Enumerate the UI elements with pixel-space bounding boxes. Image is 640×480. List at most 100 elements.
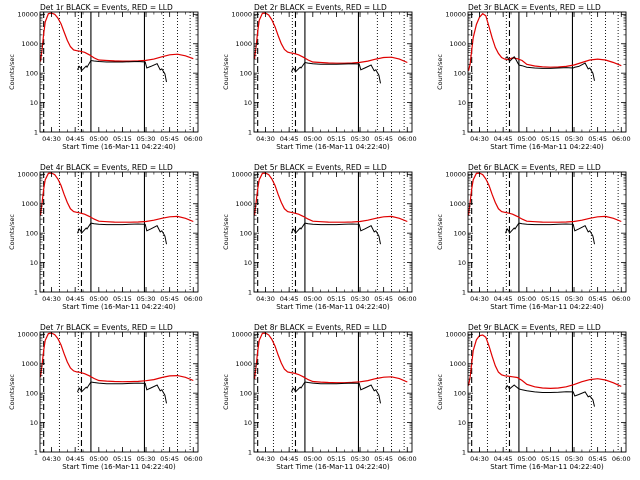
x-tick-label: 06:00 bbox=[184, 295, 203, 303]
x-tick-label: 05:30 bbox=[351, 455, 370, 463]
y-tick-label: 1 bbox=[34, 448, 38, 456]
events-series-line bbox=[77, 381, 167, 404]
x-tick-label: 05:30 bbox=[137, 295, 156, 303]
events-series-line bbox=[505, 222, 595, 245]
events-series-line bbox=[77, 222, 167, 245]
events-series-line bbox=[505, 56, 595, 81]
y-tick-label: 10 bbox=[244, 419, 252, 427]
x-tick-label: 05:00 bbox=[89, 295, 108, 303]
panel-title: Det 2r BLACK = Events, RED = LLD bbox=[254, 3, 387, 12]
y-tick-label: 1 bbox=[248, 288, 252, 296]
y-tick-label: 10000 bbox=[231, 171, 252, 179]
panel-title: Det 6r BLACK = Events, RED = LLD bbox=[468, 163, 601, 172]
x-tick-label: 04:45 bbox=[66, 135, 85, 143]
x-axis-label: Start Time (16-Mar-11 04:22:40) bbox=[62, 303, 176, 311]
y-tick-label: 1000 bbox=[21, 200, 38, 208]
x-tick-label: 05:45 bbox=[588, 455, 607, 463]
x-tick-label: 04:30 bbox=[42, 295, 61, 303]
x-tick-label: 06:00 bbox=[612, 135, 631, 143]
x-axis-label: Start Time (16-Mar-11 04:22:40) bbox=[62, 143, 176, 151]
y-axis-label: Counts/sec bbox=[8, 214, 16, 250]
x-axis-label: Start Time (16-Mar-11 04:22:40) bbox=[62, 463, 176, 471]
x-tick-label: 05:15 bbox=[541, 135, 560, 143]
x-axis-label: Start Time (16-Mar-11 04:22:40) bbox=[276, 303, 390, 311]
panel-7: Det 7r BLACK = Events, RED = LLD 1 10 100 10… bbox=[8, 323, 203, 471]
y-axis-label: Counts/sec bbox=[222, 374, 230, 410]
lld-series-line bbox=[467, 172, 622, 223]
panel-title: Det 7r BLACK = Events, RED = LLD bbox=[40, 323, 173, 332]
x-tick-label: 05:00 bbox=[517, 135, 536, 143]
y-tick-label: 1000 bbox=[21, 40, 38, 48]
x-axis-label: Start Time (16-Mar-11 04:22:40) bbox=[490, 463, 604, 471]
y-tick-label: 10000 bbox=[445, 171, 466, 179]
panel-8: Det 8r BLACK = Events, RED = LLD 1 10 100 10… bbox=[222, 323, 417, 471]
events-series-line bbox=[505, 384, 595, 407]
panel-9: Det 9r BLACK = Events, RED = LLD 1 10 100 10… bbox=[436, 323, 631, 471]
y-tick-label: 100 bbox=[454, 229, 466, 237]
y-tick-label: 10 bbox=[30, 419, 38, 427]
x-tick-label: 05:30 bbox=[137, 455, 156, 463]
panel-3: Det 3r BLACK = Events, RED = LLD 1 10 100 10… bbox=[436, 3, 631, 151]
x-tick-label: 04:45 bbox=[494, 135, 513, 143]
x-tick-label: 05:15 bbox=[113, 455, 132, 463]
x-tick-label: 05:30 bbox=[351, 295, 370, 303]
lld-series-line bbox=[467, 12, 622, 71]
y-tick-label: 1000 bbox=[235, 200, 252, 208]
x-tick-label: 04:45 bbox=[280, 455, 299, 463]
x-tick-label: 04:45 bbox=[66, 455, 85, 463]
y-tick-label: 10000 bbox=[17, 11, 38, 19]
x-tick-label: 05:45 bbox=[160, 455, 179, 463]
lld-series-line bbox=[253, 172, 408, 223]
x-axis-label: Start Time (16-Mar-11 04:22:40) bbox=[490, 143, 604, 151]
x-tick-label: 05:45 bbox=[374, 455, 393, 463]
panel-title: Det 5r BLACK = Events, RED = LLD bbox=[254, 163, 387, 172]
y-tick-label: 100 bbox=[26, 389, 38, 397]
y-tick-label: 10000 bbox=[231, 331, 252, 339]
y-tick-label: 1 bbox=[34, 128, 38, 136]
x-tick-label: 06:00 bbox=[612, 295, 631, 303]
x-tick-label: 05:15 bbox=[541, 455, 560, 463]
y-tick-label: 10 bbox=[458, 259, 466, 267]
events-series-line bbox=[291, 222, 381, 245]
x-tick-label: 05:45 bbox=[374, 135, 393, 143]
panel-title: Det 3r BLACK = Events, RED = LLD bbox=[468, 3, 601, 12]
y-tick-label: 1 bbox=[248, 128, 252, 136]
lld-series-line bbox=[467, 334, 622, 390]
x-tick-label: 04:45 bbox=[280, 135, 299, 143]
y-tick-label: 1 bbox=[248, 448, 252, 456]
plot-frame bbox=[467, 331, 627, 453]
y-tick-label: 10000 bbox=[445, 331, 466, 339]
panel-5: Det 5r BLACK = Events, RED = LLD 1 10 100 10… bbox=[222, 163, 417, 311]
y-tick-label: 1000 bbox=[449, 200, 466, 208]
x-tick-label: 06:00 bbox=[398, 455, 417, 463]
y-tick-label: 100 bbox=[26, 69, 38, 77]
x-tick-label: 04:30 bbox=[42, 135, 61, 143]
lld-series-line bbox=[39, 172, 194, 223]
y-tick-label: 10000 bbox=[17, 331, 38, 339]
panel-4: Det 4r BLACK = Events, RED = LLD 1 10 100 10… bbox=[8, 163, 203, 311]
y-tick-label: 1000 bbox=[21, 360, 38, 368]
y-tick-label: 100 bbox=[240, 229, 252, 237]
x-tick-label: 06:00 bbox=[184, 135, 203, 143]
x-tick-label: 05:00 bbox=[303, 135, 322, 143]
x-axis-label: Start Time (16-Mar-11 04:22:40) bbox=[490, 303, 604, 311]
x-tick-label: 04:30 bbox=[256, 295, 275, 303]
panel-title: Det 1r BLACK = Events, RED = LLD bbox=[40, 3, 173, 12]
y-tick-label: 100 bbox=[454, 389, 466, 397]
panel-title: Det 4r BLACK = Events, RED = LLD bbox=[40, 163, 173, 172]
plot-frame bbox=[253, 331, 413, 453]
lld-series-line bbox=[253, 12, 408, 64]
y-tick-label: 10 bbox=[30, 99, 38, 107]
x-tick-label: 05:45 bbox=[374, 295, 393, 303]
x-tick-label: 04:30 bbox=[256, 135, 275, 143]
panel-2: Det 2r BLACK = Events, RED = LLD 1 10 100 10… bbox=[222, 3, 417, 151]
x-tick-label: 05:30 bbox=[351, 135, 370, 143]
x-tick-label: 05:15 bbox=[113, 295, 132, 303]
x-tick-label: 05:30 bbox=[565, 295, 584, 303]
x-tick-label: 05:15 bbox=[327, 455, 346, 463]
panel-title: Det 8r BLACK = Events, RED = LLD bbox=[254, 323, 387, 332]
lld-series-line bbox=[39, 12, 194, 62]
x-tick-label: 05:45 bbox=[588, 135, 607, 143]
y-tick-label: 1 bbox=[34, 288, 38, 296]
events-series-line bbox=[77, 59, 167, 83]
